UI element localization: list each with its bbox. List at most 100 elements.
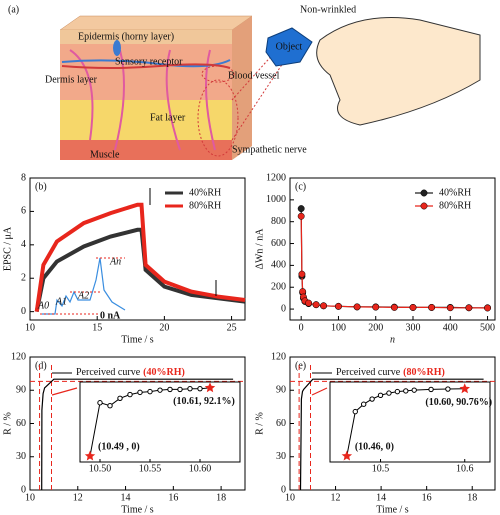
inset-frame	[329, 381, 491, 463]
x-tick-label: 0	[299, 322, 304, 333]
inset-point	[147, 388, 153, 395]
inset-point	[107, 403, 113, 409]
x-tick-label: 14	[376, 492, 386, 503]
x-axis-label: Time / s	[121, 334, 154, 345]
y-tick-label: 1000	[266, 194, 286, 205]
diagram-label: Sympathetic nerve	[232, 144, 307, 155]
inset-point	[386, 390, 392, 396]
inset-point	[369, 396, 375, 402]
legend-suffix: (80%RH)	[403, 367, 445, 378]
legend-name: Perceived curve	[76, 367, 141, 378]
x-tick-label: 200	[368, 322, 383, 333]
pointer-arrow	[311, 387, 328, 396]
inset-point	[157, 387, 163, 393]
y-axis-label: R / %	[2, 412, 13, 435]
y-tick-label: 2	[21, 273, 26, 284]
inset-point	[352, 408, 358, 415]
panel-label: (e)	[295, 360, 306, 371]
legend-label: 40%RH	[439, 187, 471, 198]
series-line	[41, 378, 234, 491]
legend-label: 80%RH	[439, 200, 471, 211]
series-line	[300, 216, 488, 309]
legend-label: 40%RH	[189, 187, 221, 198]
x-tick-label: 12	[73, 492, 83, 503]
x-tick-label: 25	[227, 322, 237, 333]
inset-point	[127, 391, 133, 398]
y-tick-label: 6	[21, 206, 26, 217]
inset-point	[177, 386, 183, 393]
inset-x-tick-label: 10.6	[456, 463, 474, 474]
x-tick-label: 10	[25, 322, 35, 333]
y-tick-label: 8	[21, 172, 26, 183]
inset-point	[187, 385, 193, 392]
legend-label: Perceived curve (40%RH)	[76, 367, 185, 378]
point	[372, 303, 380, 311]
inset-x-tick-label: 10.60	[189, 463, 212, 474]
annotation: A0	[37, 300, 49, 311]
series-line	[300, 208, 488, 309]
inset-point	[117, 395, 123, 401]
inset-point	[394, 388, 401, 395]
inset-x-tick-label: 10.50	[89, 463, 112, 474]
x-tick-label: 15	[92, 322, 102, 333]
point	[298, 270, 306, 278]
y-axis-label: ΔWn / nA	[254, 228, 265, 270]
point	[305, 299, 313, 307]
x-tick-label: 400	[443, 322, 458, 333]
diagram-label: Muscle	[90, 149, 120, 160]
x-axis-label: Time / s	[376, 504, 409, 515]
y-tick-label: 800	[271, 216, 286, 227]
inset-point	[445, 386, 451, 392]
inset-x-tick-label: 10.5	[372, 463, 390, 474]
plot-frame	[289, 177, 496, 321]
inset-annotation: (10.46, 0)	[355, 441, 394, 452]
x-tick-label: 20	[159, 322, 169, 333]
x-tick-label: 10	[25, 492, 35, 503]
point	[320, 302, 327, 310]
inset-point	[360, 401, 367, 407]
plot-frame	[29, 177, 246, 321]
inset-point	[403, 388, 409, 394]
legend-name: Perceived curve	[336, 367, 401, 378]
y-tick-label: 0	[21, 306, 26, 317]
chart: 10 12 14 16 18 0 30 60 90 120 Time / s R / % (d) Perc…	[2, 351, 246, 515]
y-axis-label: EPSC / μA	[2, 226, 13, 271]
inset-point	[377, 392, 384, 399]
inset-annotation: (10.60, 90.76%)	[425, 397, 492, 408]
chart: 10 12 14 16 18 0 30 60 90 120 Time / s R / % (e) Perc…	[254, 351, 496, 515]
panel-label: (c)	[295, 181, 306, 192]
point	[297, 212, 305, 220]
inset-point	[411, 387, 417, 393]
x-tick-label: 300	[406, 322, 421, 333]
legend-label: 80%RH	[189, 200, 221, 211]
panel-label: (d)	[35, 360, 47, 371]
series-line	[299, 378, 484, 491]
diagram-label: Fat layer	[150, 112, 186, 123]
schematic-guides	[40, 257, 125, 315]
inset-star	[204, 382, 216, 393]
x-tick-label: 18	[467, 492, 477, 503]
point	[353, 303, 361, 311]
x-tick-label: 12	[331, 492, 341, 503]
y-tick-label: 30	[16, 451, 26, 462]
inset-point	[97, 400, 103, 406]
legend-swatch	[420, 202, 428, 210]
inset-star	[341, 450, 353, 461]
inset-point	[137, 389, 143, 396]
diagram-label: Dermis layer	[45, 74, 98, 85]
inset-annotation: (10.61, 92.1%)	[173, 396, 235, 407]
y-tick-label: 4	[21, 239, 26, 250]
point	[428, 303, 436, 311]
inset-point	[428, 386, 434, 393]
y-tick-label: 90	[276, 385, 286, 396]
y-tick-label: 1200	[266, 172, 286, 183]
y-tick-label: 0	[281, 303, 286, 314]
x-tick-label: 100	[331, 322, 346, 333]
x-tick-label: 10	[285, 492, 295, 503]
y-tick-label: 200	[271, 282, 286, 293]
diagram-label: Epidermis (horny layer)	[78, 31, 174, 42]
x-tick-label: 14	[121, 492, 131, 503]
y-tick-label: 90	[16, 385, 26, 396]
panel-label: (b)	[35, 181, 47, 192]
inset-x-tick-label: 10.55	[139, 463, 162, 474]
